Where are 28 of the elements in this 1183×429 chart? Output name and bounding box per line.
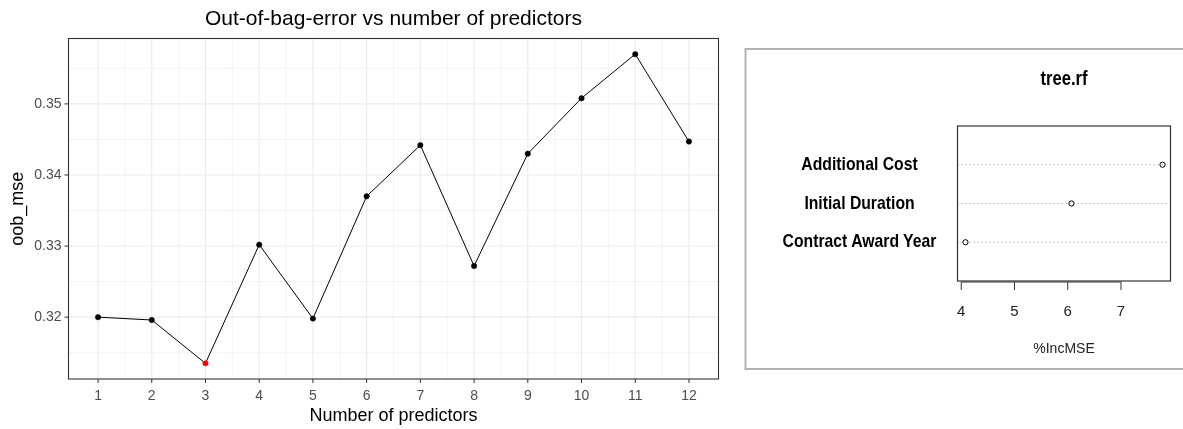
x-tick-label: 2 — [147, 386, 156, 403]
x-tick-label: 4 — [255, 386, 264, 403]
x-tick-label: 6 — [1063, 301, 1072, 319]
x-tick-label: 12 — [681, 386, 697, 403]
y-axis-title: oob_mse — [6, 171, 28, 246]
chart-title: Out-of-bag-error vs number of predictors — [205, 5, 582, 29]
chart-title: tree.rf — [1040, 66, 1089, 90]
y-tick-label: Contract Award Year — [782, 229, 937, 252]
x-tick-label: 5 — [1010, 301, 1019, 319]
y-tick-label: 0.35 — [34, 94, 62, 111]
y-tick-label: Additional Cost — [801, 152, 918, 175]
x-axis-title: Number of predictors — [309, 404, 478, 425]
x-tick-label: 8 — [470, 386, 479, 403]
x-tick-label: 10 — [573, 386, 590, 403]
y-tick-label: 0.34 — [34, 165, 62, 182]
x-tick-label: 6 — [362, 386, 371, 403]
x-tick-label: 7 — [1116, 301, 1126, 319]
x-tick-label: 4 — [957, 301, 966, 319]
x-axis-title: %IncMSE — [1033, 339, 1095, 356]
x-tick-label: 11 — [627, 386, 643, 403]
x-tick-label: 9 — [523, 386, 532, 403]
x-tick-label: 5 — [309, 386, 318, 403]
y-tick-label: 0.33 — [34, 236, 62, 253]
y-tick-label: Initial Duration — [804, 191, 915, 213]
y-tick-label: 0.32 — [34, 307, 62, 324]
x-tick-label: 3 — [201, 386, 210, 403]
x-tick-label: 1 — [94, 386, 103, 403]
x-tick-label: 7 — [416, 386, 425, 403]
